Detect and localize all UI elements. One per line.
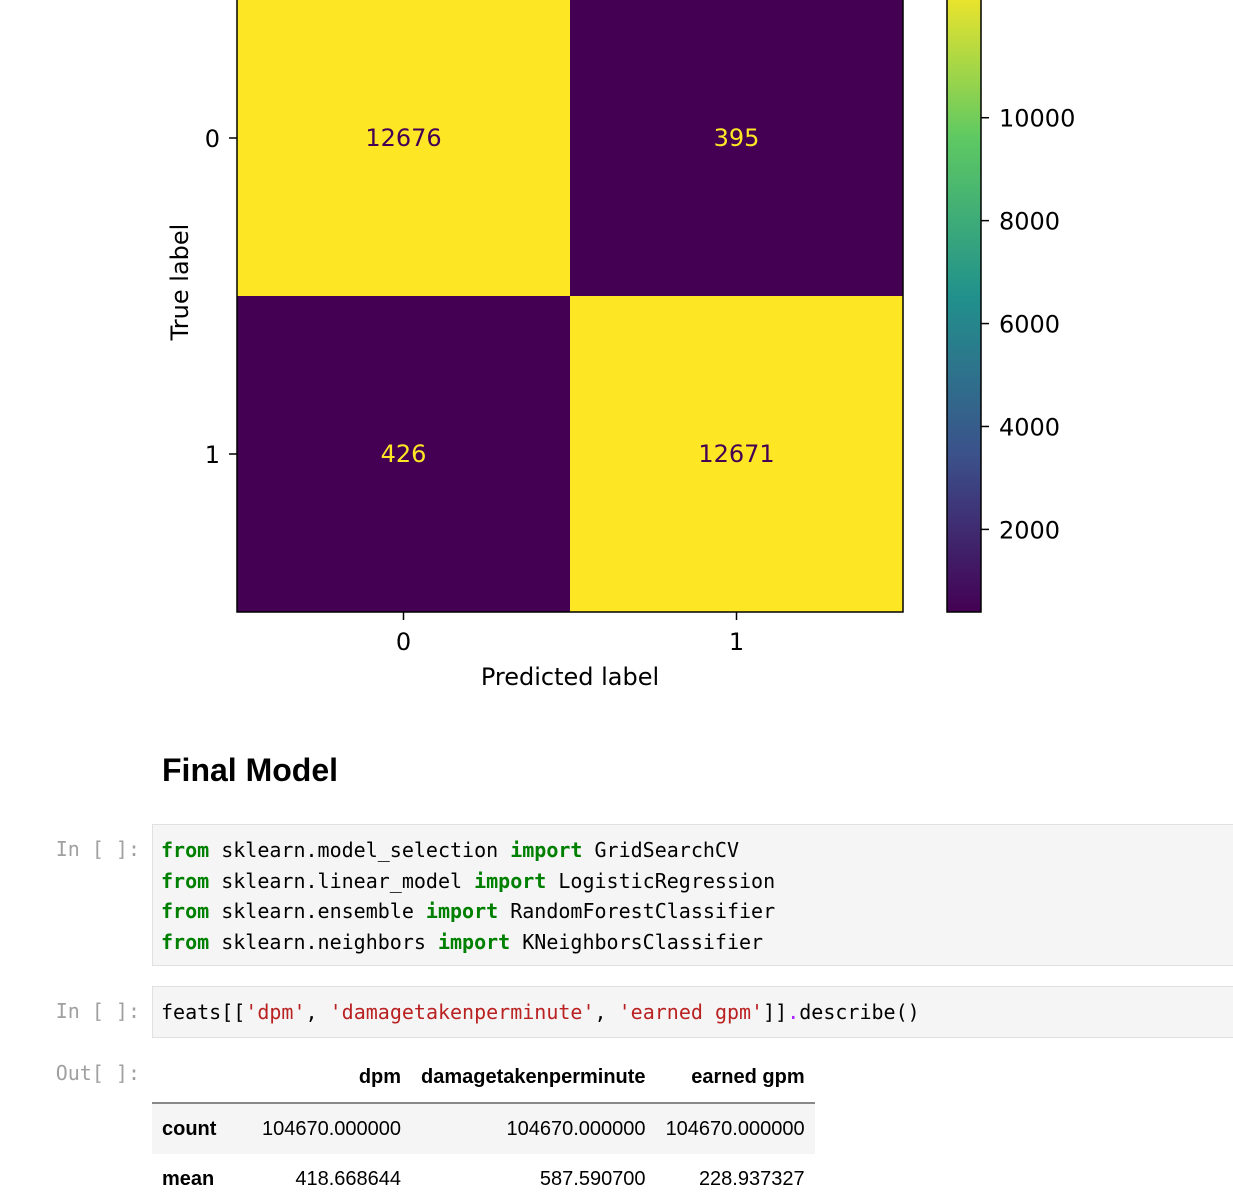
colorbar-tick-label: 8000 — [999, 208, 1060, 236]
plot-frame — [236, 0, 904, 613]
colorbar-tick-label: 6000 — [999, 311, 1060, 339]
matrix-cell — [570, 296, 903, 612]
table-cell: 418.668644 — [295, 1167, 402, 1190]
index-header — [152, 1052, 252, 1104]
column-header: earned gpm — [655, 1052, 815, 1104]
table-cell: 587.590700 — [539, 1167, 646, 1190]
code-line: from sklearn.ensemble import RandomFores… — [161, 899, 776, 923]
code-line: from sklearn.neighbors import KNeighbors… — [161, 929, 764, 954]
describe-output-table: dpm damagetakenperminute earned gpm coun… — [152, 1052, 815, 1204]
y-tick-label: 0 — [205, 125, 220, 153]
table-row: mean 418.668644 587.590700 228.937327 — [152, 1154, 815, 1204]
table-cell: 104670.000000 — [262, 1117, 402, 1140]
x-axis-label: Predicted label — [481, 663, 659, 691]
matrix-cell — [570, 0, 903, 296]
y-tick-label: 1 — [205, 441, 220, 469]
colorbar-tick-label: 2000 — [999, 516, 1060, 544]
row-label: mean — [162, 1167, 215, 1190]
input-prompt-2: In [ ]: — [55, 999, 140, 1023]
code-line: feats[['dpm', 'damagetakenperminute', 'e… — [161, 1000, 920, 1024]
y-axis-label: True label — [166, 224, 194, 342]
matrix-cell — [237, 296, 570, 612]
colorbar-tick-label: 10000 — [999, 105, 1075, 133]
cell-value-label: 395 — [714, 124, 760, 152]
x-tick-label: 1 — [729, 628, 744, 656]
cell-value-label: 426 — [381, 440, 427, 468]
code-line: from sklearn.linear_model import Logisti… — [161, 868, 776, 893]
output-prompt: Out[ ]: — [55, 1061, 140, 1085]
table-cell: 228.937327 — [698, 1167, 805, 1190]
matrix-cell — [237, 0, 570, 296]
table-cell: 104670.000000 — [665, 1117, 805, 1140]
code-cell-1[interactable]: from sklearn.model_selection import Grid… — [152, 824, 1233, 966]
column-header: damagetakenperminute — [411, 1052, 656, 1104]
table-cell: 104670.000000 — [506, 1117, 646, 1140]
column-header: dpm — [252, 1052, 412, 1104]
x-tick-label: 0 — [396, 628, 411, 656]
cell-value-label: 12671 — [698, 440, 774, 468]
cell-value-label: 12676 — [365, 124, 441, 152]
colorbar — [946, 0, 982, 613]
input-prompt-1: In [ ]: — [55, 837, 140, 861]
code-cell-2[interactable]: feats[['dpm', 'damagetakenperminute', 'e… — [152, 986, 1233, 1038]
table-row: count 104670.000000 104670.000000 104670… — [152, 1103, 815, 1154]
row-label: count — [162, 1117, 217, 1140]
confusion-matrix-chart: 12676 395 426 12671 0 1 0 1 Predicted label Tr… — [166, 0, 1075, 691]
section-heading: Final Model — [162, 752, 338, 788]
code-line: from sklearn.model_selection import Grid… — [161, 838, 739, 862]
table-header-row: dpm damagetakenperminute earned gpm — [152, 1052, 815, 1104]
colorbar-tick-label: 4000 — [999, 413, 1060, 441]
